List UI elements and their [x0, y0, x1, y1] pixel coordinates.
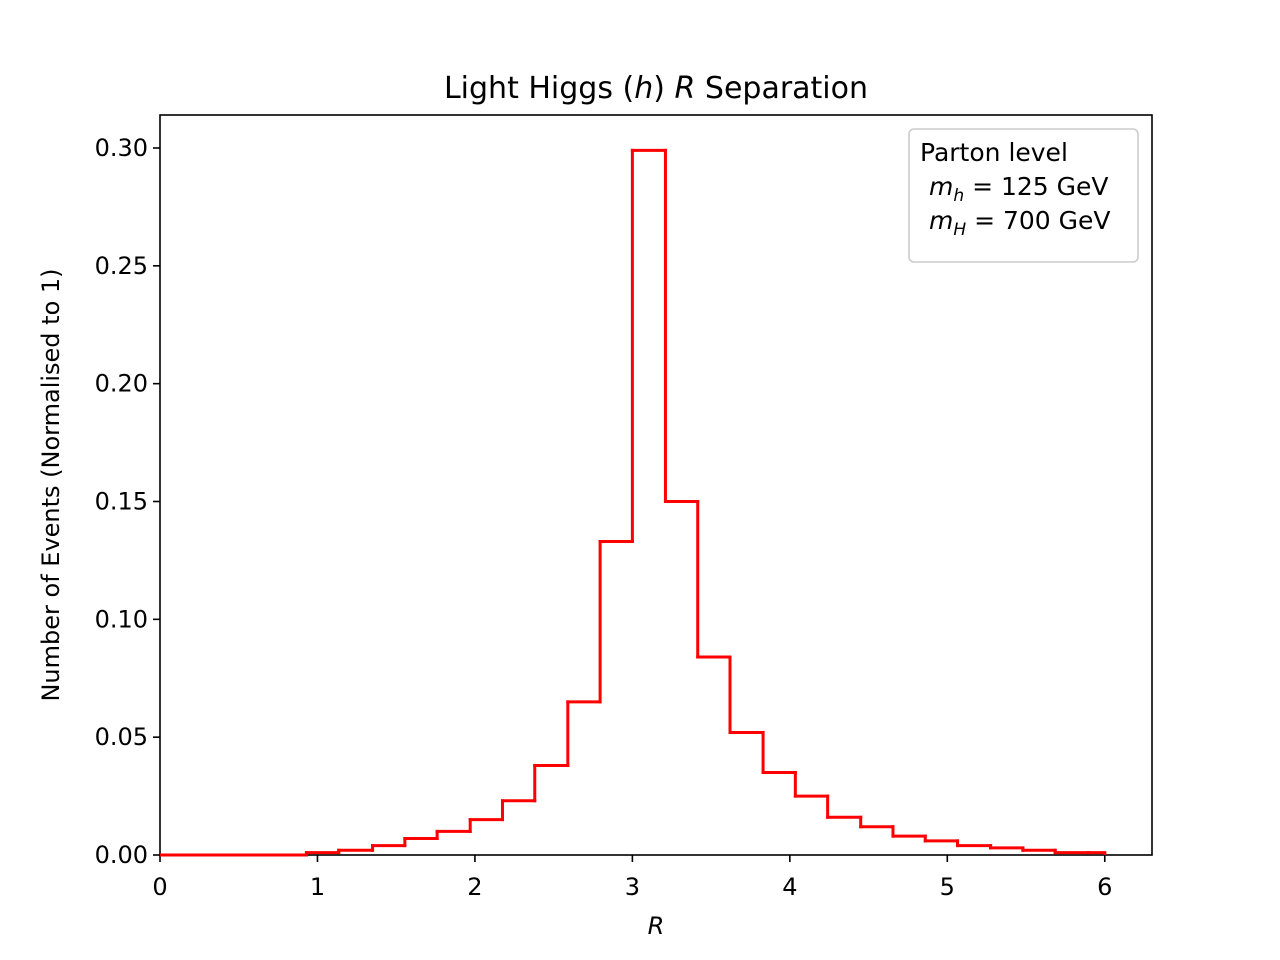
- y-axis-label: Number of Events (Normalised to 1): [37, 268, 65, 701]
- y-tick-label: 0.25: [95, 252, 148, 280]
- x-tick-label: 4: [782, 873, 797, 901]
- y-tick-label: 0.00: [95, 841, 148, 869]
- y-tick-label: 0.15: [95, 487, 148, 515]
- legend-heavy-higgs-mass: mH = 700 GeV: [929, 206, 1111, 240]
- x-axis-label: R: [648, 912, 665, 940]
- legend: Parton level mh = 125 GeV mH = 700 GeV: [908, 128, 1139, 263]
- legend-parton-level: Parton level: [920, 138, 1068, 167]
- series-group: [160, 148, 1107, 857]
- x-tick-label: 6: [1097, 873, 1112, 901]
- x-tick-label: 3: [625, 873, 640, 901]
- x-tick-label: 5: [940, 873, 955, 901]
- chart-title: Light Higgs (h) R Separation: [444, 71, 868, 106]
- x-tick-label: 2: [467, 873, 482, 901]
- histogram-series-0: [160, 148, 1107, 857]
- x-axis: 0 1 2 3 4 5 6: [152, 855, 1112, 901]
- y-tick-label: 0.20: [95, 370, 148, 398]
- y-tick-label: 0.05: [95, 723, 148, 751]
- plot-area: [159, 114, 1153, 856]
- y-axis: 0.00 0.05 0.10 0.15 0.20 0.25 0.30: [95, 134, 160, 869]
- y-tick-label: 0.30: [95, 134, 148, 162]
- x-tick-label: 1: [310, 873, 325, 901]
- legend-box: [908, 128, 1139, 263]
- x-tick-label: 0: [152, 873, 167, 901]
- legend-light-higgs-mass: mh = 125 GeV: [929, 172, 1109, 206]
- y-tick-label: 0.10: [95, 605, 148, 633]
